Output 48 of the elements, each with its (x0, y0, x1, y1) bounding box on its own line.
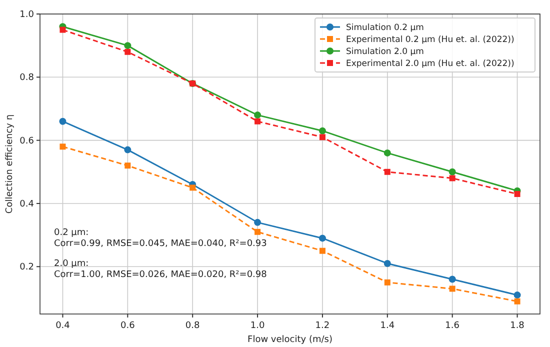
y-tick-label: 0.8 (20, 73, 34, 84)
point (384, 149, 391, 156)
point (124, 146, 132, 154)
point (254, 218, 262, 226)
x-tick-label: 1.6 (445, 321, 460, 331)
y-tick-label: 0.4 (20, 199, 34, 210)
x-tick-label: 1.0 (250, 321, 265, 331)
y-tick-label: 0.2 (20, 262, 34, 273)
annotation: 2.0 μm: Corr=1.00, RMSE=0.026, MAE=0.020, R²=0.98 (54, 259, 268, 280)
legend-label: Simulation 2.0 μm (346, 47, 424, 57)
point (449, 286, 456, 292)
point (384, 260, 391, 267)
legend-label: Experimental 2.0 μm (Hu et. al. (2022)) (346, 59, 514, 69)
legend-label: Simulation 0.2 μm (346, 23, 424, 33)
point (319, 248, 326, 254)
point (124, 42, 132, 50)
x-tick-label: 1.8 (510, 321, 525, 331)
point (59, 118, 66, 125)
x-tick-label: 0.6 (120, 321, 136, 331)
point (318, 127, 326, 134)
x-tick-label: 1.4 (380, 321, 395, 331)
point (254, 112, 262, 119)
point (448, 168, 456, 176)
point (384, 168, 390, 175)
point (190, 184, 196, 191)
point (319, 134, 326, 140)
point (124, 48, 131, 55)
point (514, 292, 521, 299)
legend-label: Experimental 0.2 μm (Hu et. al. (2022)) (346, 35, 514, 45)
point (514, 298, 520, 304)
point (448, 276, 456, 283)
x-tick-label: 1.2 (315, 321, 330, 331)
y-tick-label: 0.6 (20, 136, 34, 146)
y-tick-label: 1.0 (20, 10, 34, 20)
point (254, 228, 261, 235)
x-tick-label: 0.4 (56, 321, 70, 331)
point (124, 162, 131, 169)
point (254, 118, 261, 124)
point (449, 175, 456, 182)
y-axis-title: Collection efficiency η (5, 114, 15, 214)
point (60, 26, 66, 33)
annotation: 0.2 μm: Corr=0.99, RMSE=0.045, MAE=0.040, R²=0.93 (54, 228, 267, 249)
point (60, 144, 66, 150)
x-tick-label: 0.8 (185, 321, 200, 331)
point (318, 234, 326, 242)
x-axis-title: Flow velocity (m/s) (248, 335, 332, 345)
point (384, 279, 390, 286)
point (514, 191, 520, 197)
